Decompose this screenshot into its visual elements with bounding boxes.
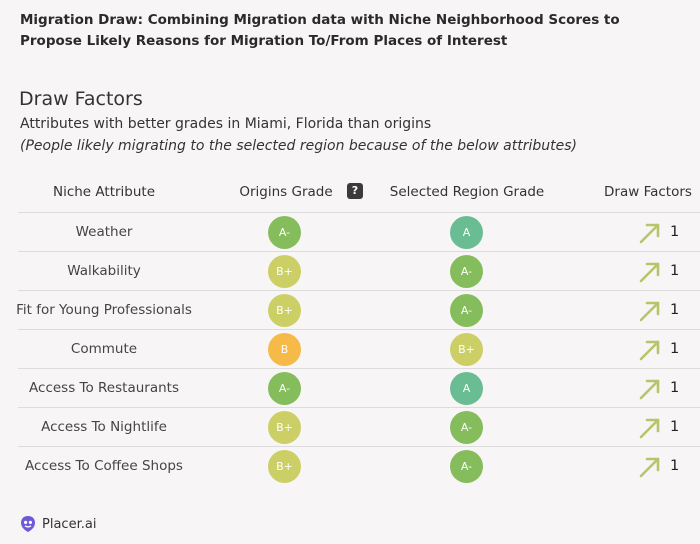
column-header-region-grade[interactable]: Selected Region Grade [389,184,545,200]
attribute-label: Weather [75,224,133,240]
page-title: Migration Draw: Combining Migration data… [20,12,620,49]
draw-factor-value: 1 [670,458,680,474]
origins-grade-badge: B [268,333,301,366]
column-header-attribute[interactable]: Niche Attribute [52,184,156,200]
region-grade-badge: B+ [450,333,483,366]
attribute-label: Access To Restaurants [29,380,179,396]
section-note: (People likely migrating to the selected… [20,138,577,154]
attribute-label: Fit for Young Professionals [16,302,192,318]
arrow-up-right-icon [639,379,660,400]
column-header-draw-factors[interactable]: Draw Factors [604,184,692,200]
draw-factor-value: 1 [670,341,680,357]
section-title: Draw Factors [19,88,143,110]
table-row[interactable]: Weather A- A 1 [18,212,700,251]
table-row[interactable]: Walkability B+ A- 1 [18,251,700,290]
arrow-up-right-icon [639,418,660,439]
region-grade-badge: A- [450,294,483,327]
origins-grade-badge: B+ [268,411,301,444]
section-subtitle: Attributes with better grades in Miami, … [20,116,432,132]
placer-logo-text: Placer.ai [42,516,97,532]
draw-factor-value: 1 [670,380,680,396]
table-row[interactable]: Access To Nightlife B+ A- 1 [18,407,700,446]
placer-logo-icon [21,516,35,532]
draw-factors-table: Weather A- A 1 Walkability B+ A- 1 Fit for Young… [16,212,700,485]
origins-grade-badge: B+ [268,255,301,288]
draw-factor-value: 1 [670,224,680,240]
attribute-label: Walkability [67,263,141,279]
arrow-up-right-icon [639,301,660,322]
origins-grade-badge: A- [268,372,301,405]
attribute-label: Access To Nightlife [41,419,167,435]
table-row[interactable]: Fit for Young Professionals B+ A- 1 [16,290,700,329]
region-grade-badge: A- [450,450,483,483]
arrow-up-right-icon [639,457,660,478]
origins-grade-badge: B+ [268,294,301,327]
draw-factor-value: 1 [670,302,680,318]
table-row[interactable]: Access To Coffee Shops B+ A- 1 [18,446,700,485]
arrow-up-right-icon [639,340,660,361]
draw-factor-value: 1 [670,263,680,279]
help-icon[interactable]: ? [347,183,363,199]
draw-factor-value: 1 [670,419,680,435]
placer-logo[interactable]: Placer.ai [20,514,96,534]
column-header-origins-grade[interactable]: Origins Grade [239,184,333,200]
table-row[interactable]: Access To Restaurants A- A 1 [18,368,700,407]
table-row[interactable]: Commute B B+ 1 [18,329,700,368]
region-grade-badge: A- [450,411,483,444]
attribute-label: Access To Coffee Shops [25,458,183,474]
origins-grade-badge: B+ [268,450,301,483]
arrow-up-right-icon [639,223,660,244]
origins-grade-badge: A- [268,216,301,249]
region-grade-badge: A [450,372,483,405]
region-grade-badge: A- [450,255,483,288]
attribute-label: Commute [70,341,138,357]
arrow-up-right-icon [639,262,660,283]
region-grade-badge: A [450,216,483,249]
